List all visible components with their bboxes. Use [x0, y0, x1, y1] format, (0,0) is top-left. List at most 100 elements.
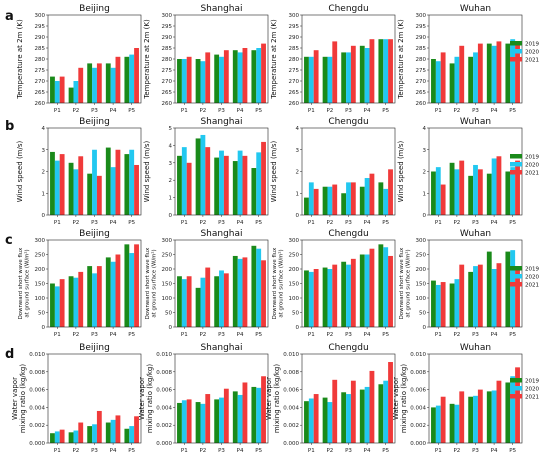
legend-swatch-2021	[510, 282, 522, 287]
y-tick-label: 100	[35, 296, 46, 302]
legend-swatch-2020	[510, 162, 522, 167]
x-tick-label: P1	[181, 220, 188, 226]
bar-2019-P5	[505, 251, 511, 327]
bar-2019-P5	[124, 428, 130, 443]
bar-2020-P4	[237, 52, 243, 103]
bar-2020-P3	[473, 164, 478, 215]
bar-2019-P2	[449, 283, 455, 327]
bar-2020-P3	[473, 395, 478, 443]
panel-title: Beijing	[79, 117, 110, 127]
y-tick-label: 0	[296, 213, 300, 219]
bar-2020-P3	[219, 270, 224, 327]
y-tick-label: 290	[162, 35, 173, 41]
y-tick-label: 295	[416, 24, 427, 30]
bar-2021-P4	[369, 370, 375, 443]
y-tick-label: 0.008	[156, 370, 172, 376]
y-tick-label: 200	[35, 267, 46, 273]
bar-2020-P5	[129, 54, 135, 103]
bar-2020-P1	[435, 61, 441, 103]
y-tick-label: 280	[162, 57, 173, 63]
y-tick-label: 0.004	[283, 405, 299, 411]
y-tick-label: 1	[169, 196, 173, 202]
y-tick-label: 50	[165, 311, 172, 317]
bar-2020-P5	[129, 253, 135, 327]
bar-2021-P4	[242, 257, 248, 327]
bar-2019-P1	[50, 76, 55, 103]
bar-2021-P1	[313, 50, 319, 103]
bar-2019-P1	[177, 59, 182, 103]
legend: 2019 2020 2021	[510, 266, 539, 289]
x-tick-label: P5	[509, 108, 516, 114]
panel-shanghai: Shanghai 0 1 2 3 4 5 P1 P2 P3 P4 P5 Wind speed (m/s)	[143, 117, 269, 226]
bar-2019-P1	[177, 276, 182, 327]
y-tick-label: 250	[416, 253, 427, 259]
bar-2020-P1	[54, 286, 60, 327]
bar-2020-P4	[364, 48, 370, 103]
panel-beijing: Beijing 0 1 2 3 4 P1 P2 P3 P4 P5 Wind speed (m/s)	[16, 117, 142, 226]
bar-2021-P1	[313, 188, 319, 215]
x-tick-label: P1	[435, 108, 442, 114]
x-tick-label: P4	[364, 448, 371, 454]
legend-label-2021: 2021	[525, 171, 539, 177]
panel-title: Chengdu	[328, 4, 368, 14]
y-tick-label: 2	[169, 178, 173, 184]
y-tick-label: 250	[289, 253, 300, 259]
y-tick-label: 2	[42, 170, 46, 176]
legend-swatch-2020	[510, 386, 522, 391]
bar-2019-P2	[68, 432, 74, 443]
bar-2020-P2	[454, 56, 460, 103]
x-tick-label: P4	[237, 448, 244, 454]
bar-2019-P3	[341, 261, 347, 327]
bar-2019-P2	[449, 403, 455, 443]
y-tick-label: 0.008	[410, 370, 426, 376]
bar-2020-P4	[237, 394, 243, 443]
bar-2019-P2	[322, 56, 328, 103]
row-label: a	[5, 9, 14, 24]
y-tick-label: 0	[423, 213, 427, 219]
bar-2019-P2	[449, 162, 455, 215]
bar-2019-P1	[431, 171, 436, 215]
bar-2021-P2	[78, 156, 84, 215]
bar-2021-P2	[459, 264, 465, 327]
y-axis-label: Wind speed (m/s)	[270, 140, 278, 202]
y-tick-label: 250	[35, 253, 46, 259]
bar-2021-P3	[96, 175, 102, 215]
bar-2021-P3	[350, 380, 356, 443]
y-tick-label: 290	[289, 35, 300, 41]
y-axis-label: Wind speed (m/s)	[397, 140, 405, 202]
bar-2021-P2	[459, 391, 465, 443]
bar-2019-P1	[431, 280, 436, 327]
bar-2019-P3	[87, 63, 93, 103]
panel-beijing: Beijing 0.000 0.002 0.004 0.006 0.008 0.010 P1 P…	[11, 343, 142, 454]
y-tick-label: 0	[42, 213, 46, 219]
bar-2020-P2	[327, 186, 333, 215]
x-tick-label: P3	[472, 448, 479, 454]
bar-2019-P2	[68, 276, 74, 327]
bar-2019-P5	[251, 168, 257, 215]
y-tick-label: 0	[42, 325, 46, 331]
bar-2021-P5	[134, 164, 139, 215]
bar-2019-P3	[341, 52, 347, 103]
y-tick-label: 0.000	[156, 441, 172, 447]
panel-title: Beijing	[79, 343, 110, 353]
panel-chengdu: Chengdu 260 265 270 275 280 285 290 295 300 P1 P2 P3…	[270, 4, 396, 114]
bar-2019-P4	[232, 391, 238, 443]
panel-wuhan: Wuhan 260 265 270 275 280 285 290 295 300 P1 P2 P3 P4…	[397, 4, 523, 114]
legend-swatch-2019	[510, 154, 522, 159]
bar-2021-P3	[223, 155, 229, 215]
bar-2020-P2	[73, 81, 79, 103]
legend-label-2020: 2020	[525, 387, 539, 393]
row-d: d Beijing 0.000 0.002 0.004 0.006 0.008 0.010 P1…	[5, 343, 539, 454]
bar-2020-P4	[364, 254, 370, 327]
x-tick-label: P4	[110, 108, 117, 114]
y-tick-label: 100	[289, 296, 300, 302]
y-tick-label: 270	[35, 79, 46, 85]
x-tick-label: P5	[255, 448, 262, 454]
x-tick-label: P2	[199, 108, 206, 114]
y-tick-label: 0.002	[156, 423, 172, 429]
row-a: a Beijing 260 265 270 275 280 285 290 295 300 P1 P2 P…	[5, 4, 539, 114]
bar-2020-P2	[200, 403, 206, 443]
legend-label-2021: 2021	[525, 283, 539, 289]
bar-2020-P3	[346, 264, 351, 327]
bar-2021-P4	[242, 382, 248, 443]
